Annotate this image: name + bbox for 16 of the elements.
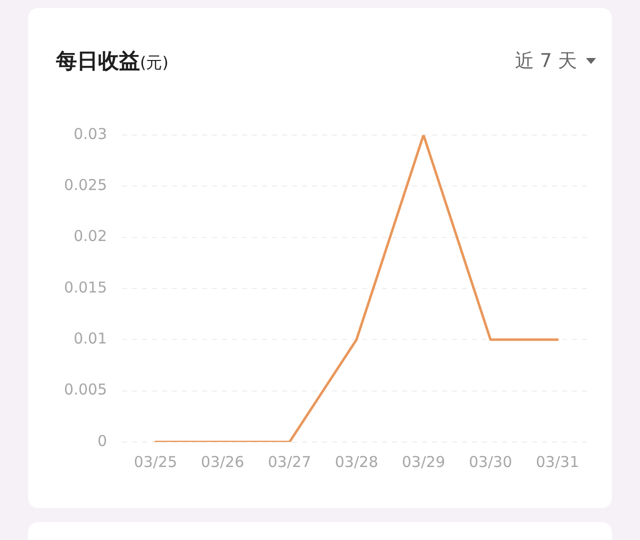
chart-subtitle: 近 7 天	[514, 49, 577, 74]
y-tick-label: 0	[97, 432, 107, 450]
y-tick-label: 0.015	[64, 278, 107, 296]
x-tick-label: 03/31	[536, 452, 580, 471]
x-tick-label: 03/29	[402, 452, 446, 471]
y-tick-label: 0.01	[74, 330, 107, 348]
chart-title: 每日收益(元)	[56, 49, 168, 73]
x-tick-label: 03/27	[268, 452, 312, 471]
y-tick-label: 0.025	[64, 176, 107, 194]
x-tick-label: 03/25	[134, 452, 178, 471]
y-tick-label: 0.02	[74, 227, 107, 246]
x-tick-label: 03/28	[334, 452, 378, 471]
x-tick-label: 03/30	[468, 452, 512, 471]
y-tick-label: 0.03	[74, 124, 107, 143]
y-tick-label: 0.005	[64, 380, 107, 399]
x-tick-label: 03/26	[200, 452, 244, 471]
